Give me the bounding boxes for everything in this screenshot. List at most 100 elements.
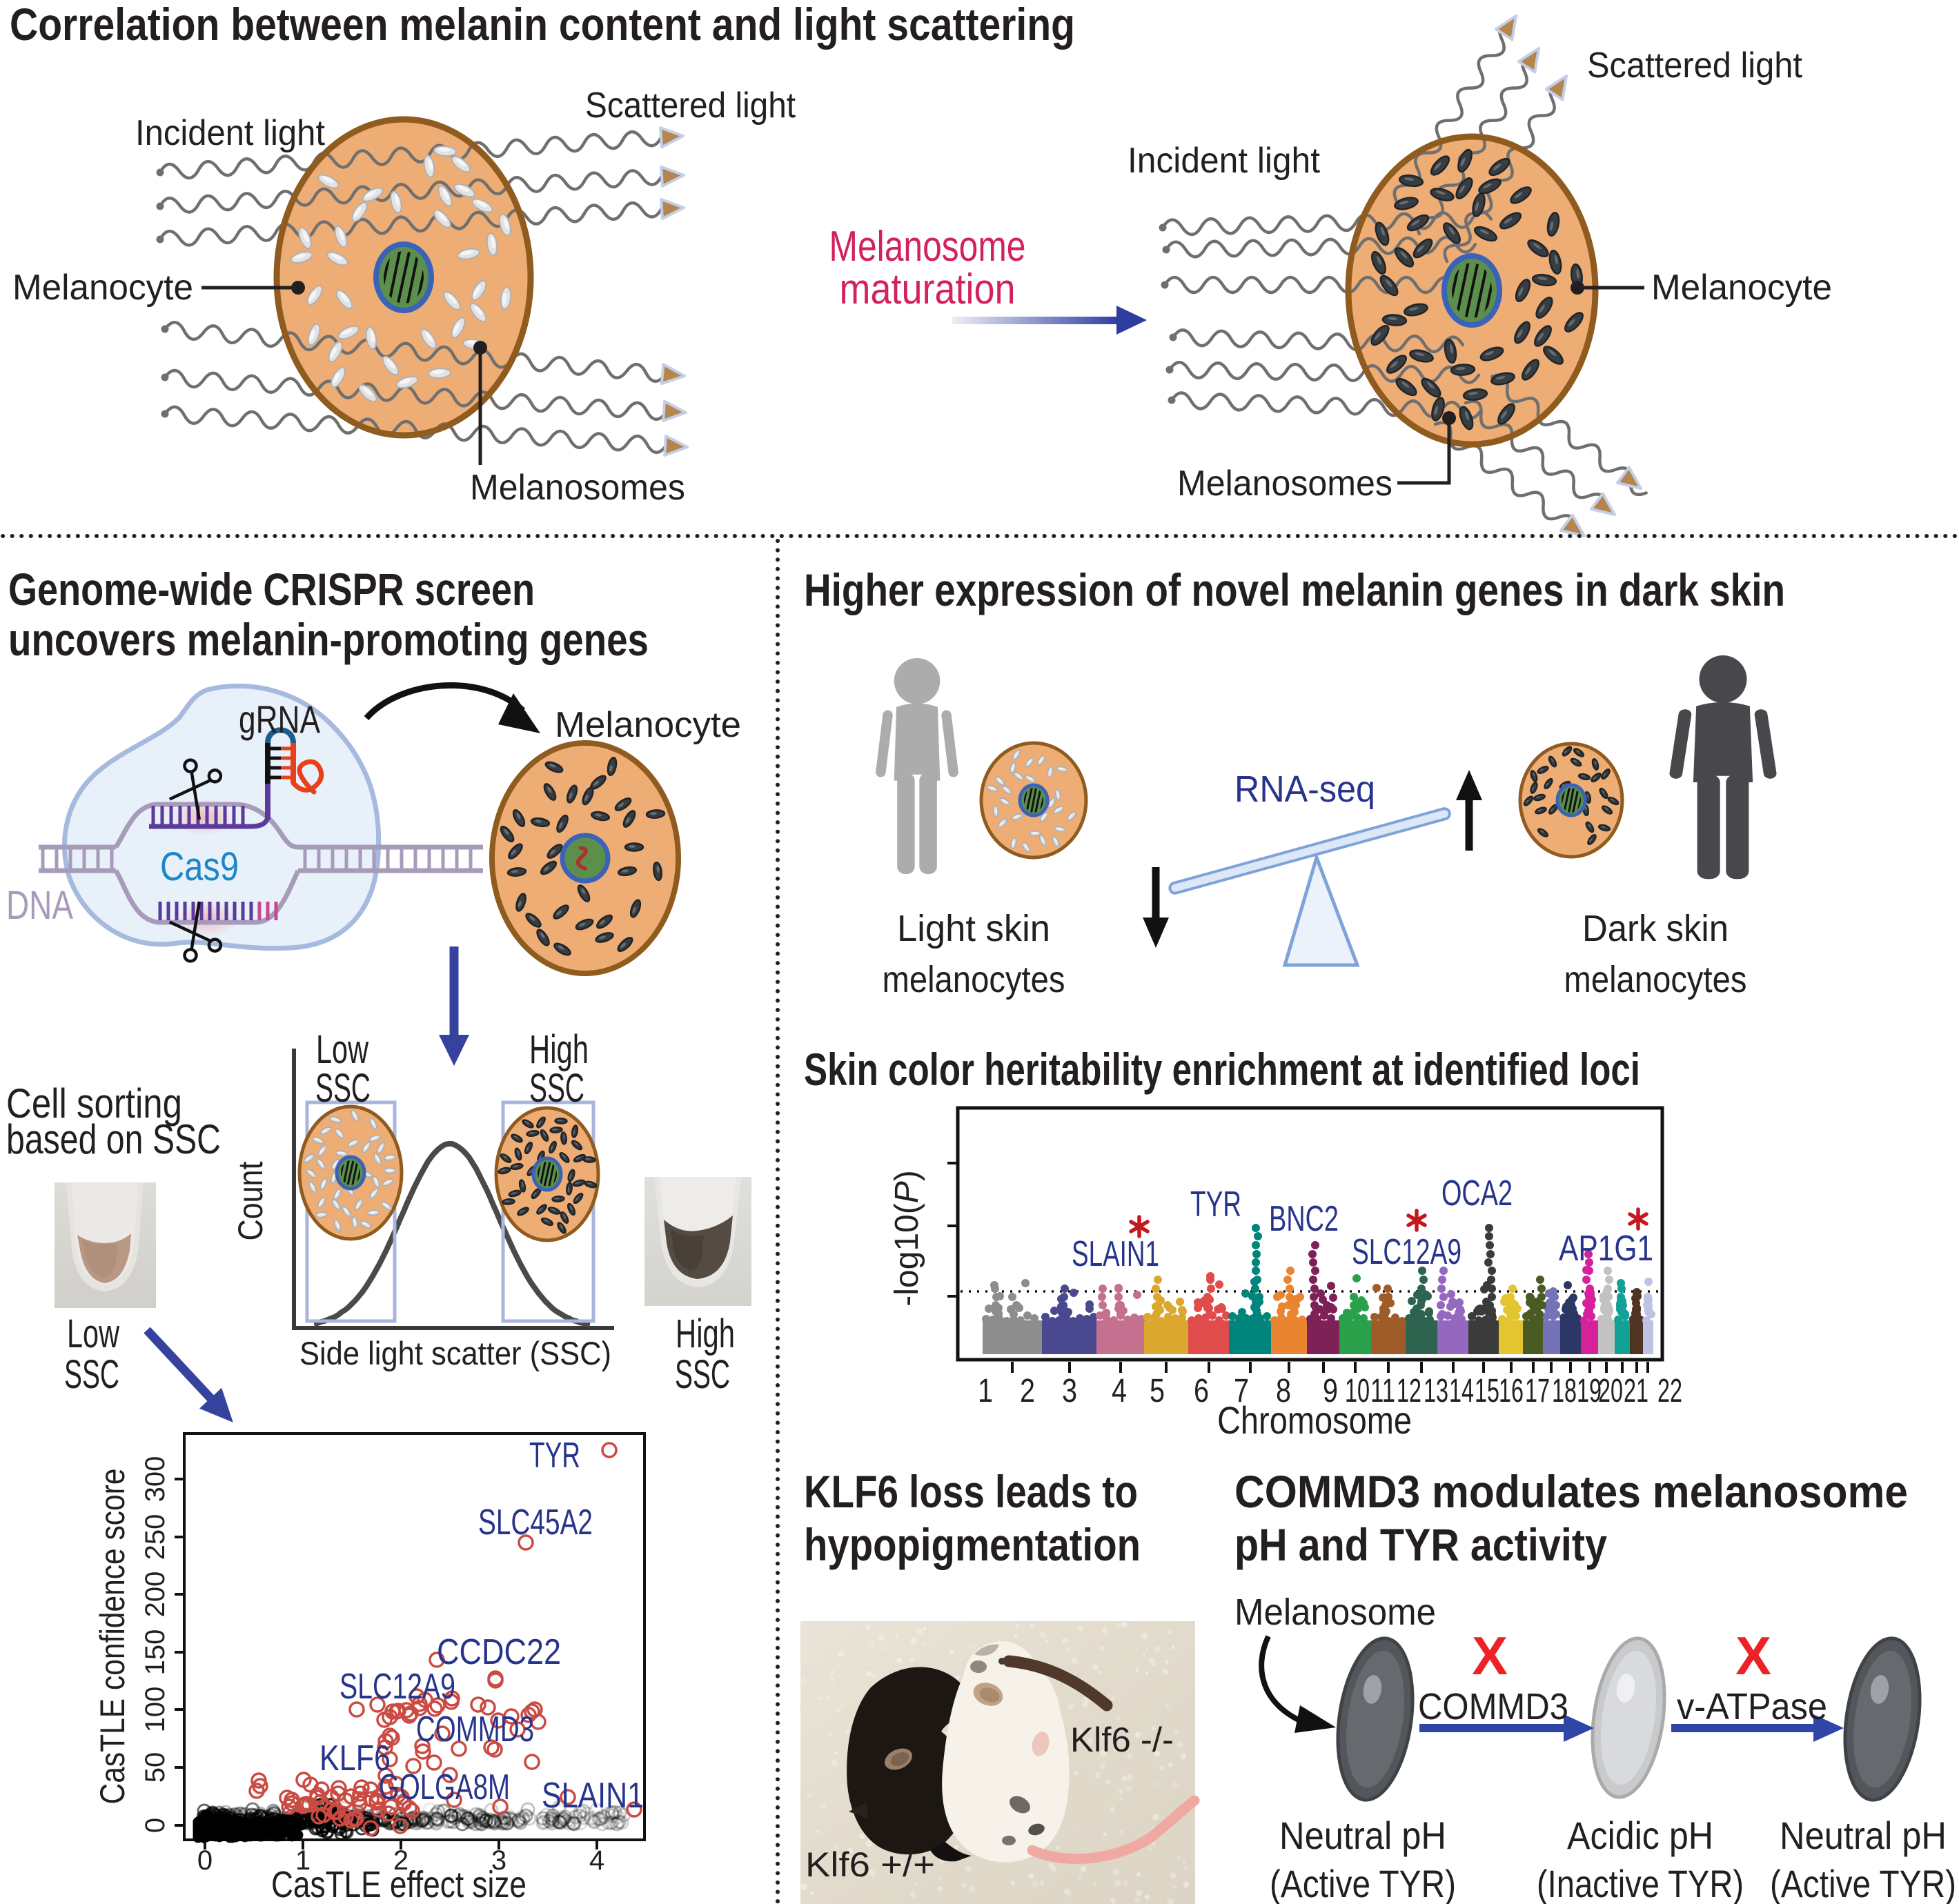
svg-text:Cell sorting: Cell sorting [6,1080,182,1127]
svg-text:0: 0 [140,1818,170,1833]
svg-text:Melanocyte: Melanocyte [1651,268,1832,308]
svg-text:Melanosome: Melanosome [1234,1591,1436,1633]
svg-text:8: 8 [1276,1373,1291,1409]
svg-text:17: 17 [1525,1373,1550,1409]
svg-text:COMMD3 modulates melanosome: COMMD3 modulates melanosome [1234,1466,1908,1517]
svg-text:pH and TYR activity: pH and TYR activity [1234,1519,1607,1570]
svg-text:0: 0 [197,1845,213,1876]
svg-text:based on SSC: based on SSC [6,1116,221,1162]
svg-text:Dark skin: Dark skin [1582,908,1729,949]
svg-text:GOLGA8M: GOLGA8M [379,1767,510,1807]
svg-text:(Active TYR): (Active TYR) [1270,1862,1456,1904]
svg-text:SLAIN1: SLAIN1 [1072,1234,1159,1274]
svg-text:Low: Low [316,1027,369,1072]
svg-text:TYR: TYR [529,1436,580,1476]
svg-text:gRNA: gRNA [239,697,321,741]
svg-text:4: 4 [589,1845,604,1876]
svg-text:Klf6 -/-: Klf6 -/- [1070,1720,1174,1759]
svg-text:melanocytes: melanocytes [1564,959,1747,1000]
svg-text:RNA-seq: RNA-seq [1234,768,1375,810]
svg-text:SLAIN1: SLAIN1 [542,1776,644,1816]
svg-text:5: 5 [1150,1373,1165,1409]
svg-text:-log10(P): -log10(P) [889,1170,925,1306]
svg-text:CasTLE effect size: CasTLE effect size [271,1864,526,1904]
svg-text:9: 9 [1323,1373,1338,1409]
svg-text:150: 150 [140,1629,170,1676]
svg-text:1: 1 [295,1845,311,1876]
svg-text:22: 22 [1657,1373,1682,1409]
svg-text:Count: Count [231,1161,270,1240]
svg-text:SLC45A2: SLC45A2 [478,1503,593,1543]
svg-text:melanocytes: melanocytes [883,959,1065,1000]
svg-text:Melanocyte: Melanocyte [12,268,193,308]
svg-text:Melanosomes: Melanosomes [1177,464,1392,504]
svg-text:X: X [1735,1625,1771,1686]
svg-text:High: High [676,1311,735,1356]
svg-text:16: 16 [1499,1373,1524,1409]
svg-text:2: 2 [1020,1373,1035,1409]
svg-text:6: 6 [1194,1373,1209,1409]
svg-text:SSC: SSC [529,1066,584,1111]
svg-text:uncovers melanin-promoting gen: uncovers melanin-promoting genes [8,614,649,665]
svg-text:Correlation between melanin co: Correlation between melanin content and … [10,0,1075,50]
svg-text:COMMD3: COMMD3 [416,1709,534,1749]
svg-text:Neutral pH: Neutral pH [1780,1814,1947,1857]
svg-text:100: 100 [140,1687,170,1733]
svg-text:21: 21 [1624,1373,1648,1409]
svg-text:Chromosome: Chromosome [1217,1398,1412,1442]
svg-text:Higher expression of novel mel: Higher expression of novel melanin genes… [804,564,1785,615]
svg-text:TYR: TYR [1190,1184,1241,1224]
svg-text:SSC: SSC [675,1352,730,1397]
svg-text:SLC12A9: SLC12A9 [339,1667,455,1707]
svg-text:Scattered light: Scattered light [1587,46,1803,86]
svg-text:Klf6 +/+: Klf6 +/+ [805,1845,935,1884]
svg-text:Neutral pH: Neutral pH [1279,1814,1446,1857]
svg-text:maturation: maturation [840,266,1016,313]
svg-text:Light skin: Light skin [897,908,1050,949]
svg-text:KLF6: KLF6 [319,1738,391,1778]
svg-text:(Inactive TYR): (Inactive TYR) [1537,1862,1744,1904]
svg-text:Incident light: Incident light [1128,141,1321,181]
svg-text:Melanosomes: Melanosomes [470,468,685,508]
svg-text:Cas9: Cas9 [160,844,239,889]
svg-text:50: 50 [140,1752,170,1783]
svg-text:Melanocyte: Melanocyte [555,705,741,745]
svg-text:1: 1 [978,1373,993,1409]
svg-text:CasTLE confidence score: CasTLE confidence score [93,1469,132,1805]
svg-text:v-ATPase: v-ATPase [1677,1686,1827,1727]
svg-text:Side light scatter (SSC): Side light scatter (SSC) [299,1335,611,1371]
svg-text:15: 15 [1475,1373,1499,1409]
svg-text:2: 2 [393,1845,408,1876]
svg-text:300: 300 [140,1456,170,1503]
svg-text:Skin color heritability enrich: Skin color heritability enrichment at id… [804,1044,1640,1095]
svg-text:19: 19 [1577,1373,1602,1409]
svg-text:10: 10 [1345,1373,1370,1409]
svg-text:Scattered light: Scattered light [585,86,796,126]
svg-text:7: 7 [1234,1373,1249,1409]
svg-text:4: 4 [1112,1373,1127,1409]
svg-text:OCA2: OCA2 [1441,1173,1513,1213]
svg-text:20: 20 [1598,1373,1623,1409]
svg-text:3: 3 [491,1845,506,1876]
svg-text:3: 3 [1062,1373,1077,1409]
svg-text:Acidic pH: Acidic pH [1567,1814,1713,1857]
svg-text:Melanosome: Melanosome [829,223,1026,270]
svg-text:14: 14 [1449,1373,1474,1409]
svg-text:Incident light: Incident light [135,113,326,153]
svg-text:High: High [529,1027,589,1072]
svg-text:DNA: DNA [6,883,73,928]
svg-text:13: 13 [1424,1373,1448,1409]
svg-text:12: 12 [1397,1373,1421,1409]
svg-text:CCDC22: CCDC22 [437,1632,561,1672]
svg-text:KLF6 loss leads to: KLF6 loss leads to [804,1466,1138,1517]
svg-text:BNC2: BNC2 [1269,1199,1339,1239]
svg-text:SSC: SSC [64,1352,119,1397]
svg-text:Genome-wide CRISPR screen: Genome-wide CRISPR screen [8,564,535,615]
svg-text:SSC: SSC [315,1066,371,1111]
svg-text:18: 18 [1552,1373,1577,1409]
svg-text:11: 11 [1370,1373,1395,1409]
svg-text:250: 250 [140,1514,170,1560]
svg-text:200: 200 [140,1571,170,1618]
svg-text:SLC12A9: SLC12A9 [1352,1232,1461,1272]
svg-text:Low: Low [67,1311,120,1356]
